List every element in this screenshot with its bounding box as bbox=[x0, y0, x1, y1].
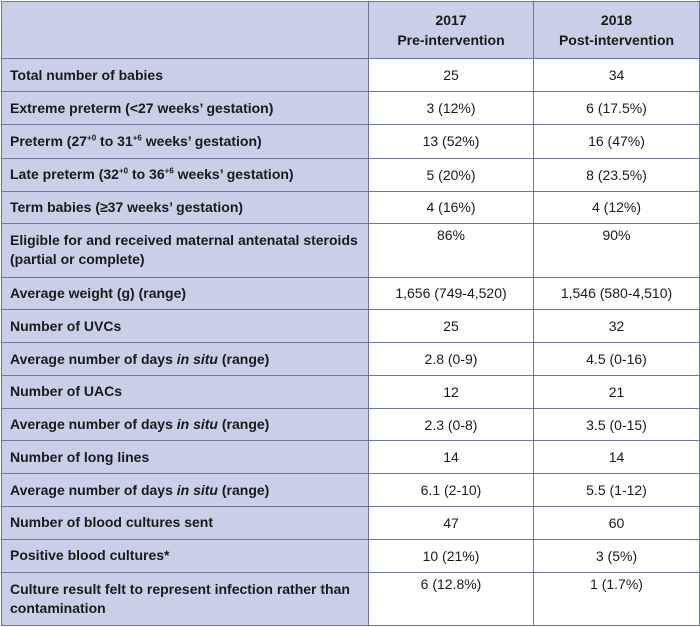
value-2018: 32 bbox=[533, 309, 700, 344]
label-part: weeks’ gestation) bbox=[173, 166, 294, 183]
value-2017: 13 (52%) bbox=[368, 123, 534, 159]
header-2017-label: Pre-intervention bbox=[397, 32, 505, 49]
header-2017: 2017 Pre-intervention bbox=[368, 0, 534, 60]
header-row: 2017 Pre-intervention 2018 Post-interven… bbox=[1, 0, 700, 60]
row-label: Average number of days in situ (range) bbox=[1, 342, 369, 376]
table-row: Number of UVCs 25 32 bbox=[1, 309, 700, 344]
label-part: (range) bbox=[218, 416, 270, 433]
row-label: Preterm (27+0 to 31+6 weeks’ gestation) bbox=[1, 123, 369, 159]
header-2018: 2018 Post-intervention bbox=[533, 0, 700, 60]
value-2017: 2.8 (0-9) bbox=[368, 342, 534, 376]
superscript: +6 bbox=[164, 166, 174, 176]
value-2017: 86% bbox=[368, 223, 534, 278]
value-2017: 47 bbox=[368, 506, 534, 540]
label-part: (range) bbox=[218, 481, 270, 498]
value-2017: 4 (16%) bbox=[368, 190, 534, 225]
row-label: Term babies (≥37 weeks’ gestation) bbox=[1, 190, 369, 225]
row-label: Number of UVCs bbox=[1, 309, 369, 344]
label-part: Average number of days bbox=[10, 481, 177, 498]
table-row: Average number of days in situ (range) 2… bbox=[1, 342, 700, 376]
value-2018: 3.5 (0-15) bbox=[533, 407, 700, 442]
row-label: Late preterm (32+0 to 36+6 weeks’ gestat… bbox=[1, 157, 369, 192]
label-part: weeks’ gestation) bbox=[141, 132, 262, 149]
row-label: Eligible for and received maternal anten… bbox=[1, 223, 369, 278]
header-2017-year: 2017 bbox=[435, 12, 467, 29]
value-2018: 90% bbox=[533, 223, 700, 278]
table-row: Culture result felt to represent infecti… bbox=[1, 571, 700, 627]
table-row: Term babies (≥37 weeks’ gestation) 4 (16… bbox=[1, 190, 700, 225]
row-label: Number of long lines bbox=[1, 440, 369, 475]
table-row: Number of long lines 14 14 bbox=[1, 440, 700, 475]
value-2017: 2.3 (0-8) bbox=[368, 407, 534, 442]
table-row: Preterm (27+0 to 31+6 weeks’ gestation) … bbox=[1, 123, 700, 159]
label-part: Average number of days bbox=[10, 416, 177, 433]
table-row: Number of UACs 12 21 bbox=[1, 374, 700, 409]
row-label: Average weight (g) (range) bbox=[1, 276, 369, 311]
label-part: Preterm (27 bbox=[10, 132, 88, 149]
superscript: +6 bbox=[132, 133, 142, 143]
row-label: Average number of days in situ (range) bbox=[1, 473, 369, 508]
value-2018: 4 (12%) bbox=[533, 190, 700, 225]
table-row: Average number of days in situ (range) 2… bbox=[1, 407, 700, 442]
value-2018: 6 (17.5%) bbox=[533, 91, 700, 125]
value-2018: 1,546 (580-4,510) bbox=[533, 276, 700, 311]
value-2017: 3 (12%) bbox=[368, 91, 534, 125]
row-label: Positive blood cultures* bbox=[1, 538, 369, 573]
table-row: Average weight (g) (range) 1,656 (749-4,… bbox=[1, 276, 700, 311]
row-label: Average number of days in situ (range) bbox=[1, 407, 369, 442]
header-2018-year: 2018 bbox=[600, 12, 633, 29]
row-label: Number of UACs bbox=[1, 374, 369, 409]
header-2018-label: Post-intervention bbox=[558, 32, 675, 49]
value-2017: 12 bbox=[368, 374, 534, 409]
table-row: Eligible for and received maternal anten… bbox=[1, 223, 700, 278]
value-2017: 14 bbox=[368, 440, 534, 475]
header-corner-cell bbox=[1, 0, 369, 60]
value-2017: 1,656 (749-4,520) bbox=[368, 276, 534, 311]
value-2018: 3 (5%) bbox=[533, 538, 700, 573]
value-2017: 5 (20%) bbox=[368, 157, 534, 192]
value-2018: 8 (23.5%) bbox=[533, 157, 700, 192]
value-2018: 21 bbox=[533, 374, 700, 409]
value-2018: 1 (1.7%) bbox=[533, 571, 700, 627]
italic-label-part: in situ bbox=[176, 350, 218, 367]
italic-label-part: in situ bbox=[176, 416, 218, 433]
row-label: Culture result felt to represent infecti… bbox=[1, 571, 369, 627]
label-part: to 31 bbox=[96, 132, 133, 149]
value-2017: 25 bbox=[368, 58, 534, 93]
label-part: to 36 bbox=[128, 166, 165, 183]
label-part: Average number of days bbox=[10, 350, 177, 367]
value-2018: 5.5 (1-12) bbox=[533, 473, 700, 508]
value-2018: 16 (47%) bbox=[533, 123, 700, 159]
table-row: Late preterm (32+0 to 36+6 weeks’ gestat… bbox=[1, 157, 700, 192]
table-row: Number of blood cultures sent 47 60 bbox=[1, 506, 700, 540]
value-2017: 25 bbox=[368, 309, 534, 344]
table-row: Average number of days in situ (range) 6… bbox=[1, 473, 700, 508]
value-2018: 4.5 (0-16) bbox=[533, 342, 700, 376]
italic-label-part: in situ bbox=[176, 481, 218, 498]
superscript: +0 bbox=[118, 166, 129, 176]
value-2017: 6 (12.8%) bbox=[368, 571, 534, 627]
value-2017: 6.1 (2-10) bbox=[368, 473, 534, 508]
value-2018: 14 bbox=[533, 440, 700, 475]
table-row: Positive blood cultures* 10 (21%) 3 (5%) bbox=[1, 538, 700, 573]
row-label: Extreme preterm (<27 weeks’ gestation) bbox=[1, 91, 369, 125]
value-2018: 60 bbox=[533, 506, 700, 540]
value-2017: 10 (21%) bbox=[368, 538, 534, 573]
label-part: Late preterm (32 bbox=[10, 166, 119, 183]
value-2018: 34 bbox=[533, 58, 700, 93]
table-row: Extreme preterm (<27 weeks’ gestation) 3… bbox=[1, 91, 700, 125]
superscript: +0 bbox=[87, 133, 97, 143]
table-row: Total number of babies 25 34 bbox=[1, 58, 700, 93]
row-label: Number of blood cultures sent bbox=[1, 506, 369, 540]
label-part: (range) bbox=[218, 350, 270, 367]
row-label: Total number of babies bbox=[1, 58, 369, 93]
